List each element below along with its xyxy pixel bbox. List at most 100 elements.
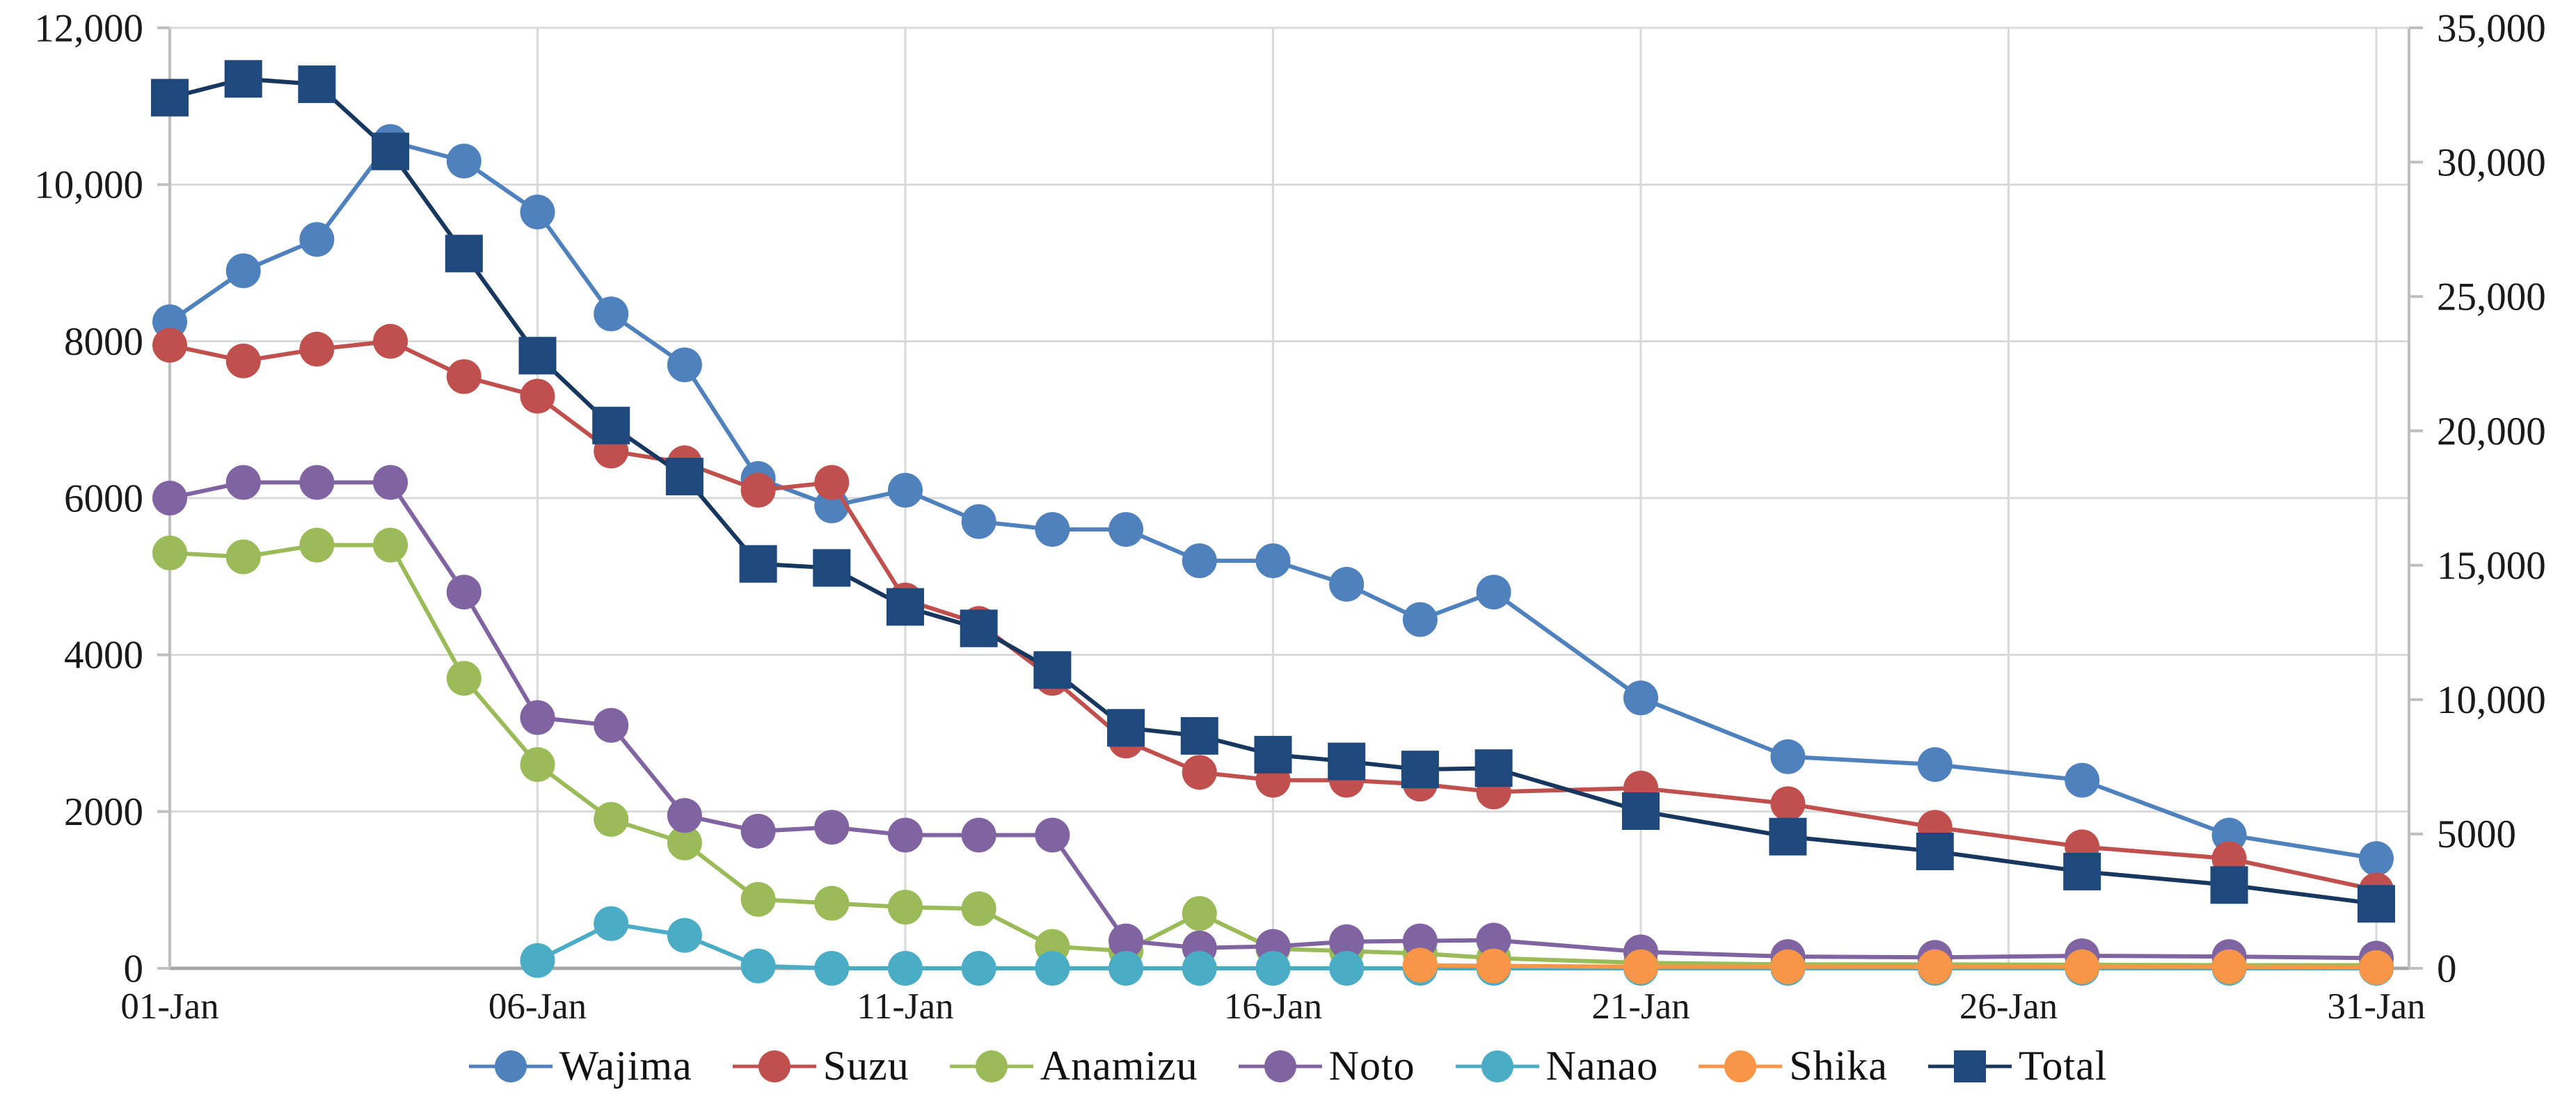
data-point-suzu [225, 343, 261, 378]
data-point-total [592, 406, 630, 445]
data-point-total [445, 234, 483, 273]
data-point-wajima [225, 253, 261, 289]
data-point-anamizu [814, 886, 850, 921]
y-axis-left-label: 0 [124, 947, 144, 991]
data-point-noto [1035, 817, 1070, 853]
data-point-wajima [446, 143, 482, 179]
data-point-noto [961, 817, 996, 853]
data-point-total [1622, 792, 1660, 831]
data-point-total [518, 337, 557, 375]
data-point-anamizu [740, 881, 776, 917]
legend-label: Anamizu [1040, 1043, 1198, 1089]
x-axis-label: 01-Jan [120, 986, 218, 1027]
data-point-total [298, 65, 336, 104]
data-point-nanao [740, 948, 776, 984]
legend-item-nanao: Nanao [1455, 1042, 1659, 1090]
data-point-noto [299, 465, 335, 500]
data-point-noto [446, 575, 482, 610]
legend-circle-marker-icon [1699, 1050, 1783, 1082]
y-axis-right-label: 5000 [2437, 812, 2516, 856]
x-axis-label: 16-Jan [1224, 986, 1322, 1027]
data-point-shika [1623, 949, 1658, 984]
data-point-suzu [373, 323, 408, 359]
y-axis-right-label: 20,000 [2437, 410, 2546, 454]
y-axis-left-label: 4000 [64, 634, 143, 678]
data-point-nanao [1108, 951, 1144, 986]
data-point-total [1180, 716, 1218, 755]
data-point-wajima [888, 472, 923, 508]
data-point-noto [1476, 922, 1511, 958]
y-axis-left-label: 10,000 [34, 163, 143, 207]
data-point-total [2210, 866, 2248, 904]
data-point-suzu [152, 328, 187, 363]
x-axis-label: 21-Jan [1591, 986, 1689, 1027]
data-point-suzu [520, 378, 555, 414]
data-point-wajima [1476, 575, 1511, 610]
data-point-shika [1402, 947, 1438, 983]
data-point-nanao [1329, 951, 1365, 986]
data-point-anamizu [888, 890, 923, 925]
legend-item-wajima: Wajima [468, 1042, 692, 1090]
y-axis-right-label: 10,000 [2437, 678, 2546, 722]
data-point-anamizu [1182, 896, 1217, 931]
data-point-shika [2065, 949, 2100, 984]
data-point-nanao [814, 951, 850, 986]
data-point-suzu [1770, 786, 1806, 822]
data-point-total [1916, 832, 1954, 870]
x-axis-label: 11-Jan [857, 986, 953, 1027]
data-point-noto [667, 798, 702, 833]
y-axis-left-label: 2000 [64, 790, 143, 834]
data-point-anamizu [667, 825, 702, 860]
data-point-anamizu [225, 539, 261, 575]
data-point-wajima [1402, 602, 1438, 637]
legend-label: Suzu [822, 1043, 909, 1089]
x-axis-label: 26-Jan [1959, 986, 2058, 1027]
data-point-suzu [299, 331, 335, 367]
legend-label: Total [2018, 1043, 2108, 1089]
data-point-wajima [1329, 566, 1365, 602]
y-axis-right-label: 35,000 [2437, 6, 2546, 50]
legend-item-anamizu: Anamizu [949, 1042, 1198, 1090]
data-point-wajima [1623, 680, 1658, 716]
data-point-noto [1329, 924, 1365, 959]
data-point-shika [2211, 949, 2247, 984]
data-point-total [372, 132, 410, 170]
data-point-nanao [1182, 951, 1217, 986]
data-point-anamizu [152, 535, 187, 570]
data-point-shika [1476, 948, 1511, 984]
data-point-anamizu [594, 801, 629, 837]
data-point-nanao [667, 918, 702, 953]
data-point-total [2358, 885, 2395, 923]
legend-item-total: Total [1927, 1042, 2108, 1090]
data-point-nanao [1255, 951, 1291, 986]
data-point-suzu [446, 359, 482, 394]
data-point-total [1401, 751, 1439, 789]
data-point-suzu [740, 472, 776, 508]
data-point-wajima [1182, 543, 1217, 579]
legend-item-shika: Shika [1699, 1042, 1888, 1090]
legend-circle-marker-icon [949, 1050, 1033, 1082]
data-point-wajima [594, 296, 629, 332]
data-point-anamizu [299, 527, 335, 563]
series-line-nanao [536, 921, 2376, 970]
legend-label: Noto [1328, 1043, 1415, 1089]
data-point-wajima [1255, 543, 1291, 579]
data-point-wajima [961, 504, 996, 539]
data-point-shika [2359, 950, 2394, 985]
data-point-nanao [520, 943, 555, 978]
legend-label: Wajima [559, 1043, 692, 1089]
data-point-total [960, 609, 998, 648]
data-point-noto [520, 700, 555, 735]
legend-circle-marker-icon [1455, 1050, 1539, 1082]
data-point-nanao [961, 951, 996, 986]
data-point-wajima [1035, 512, 1070, 547]
data-point-total [665, 458, 703, 496]
data-point-noto [740, 813, 776, 849]
data-point-total [1328, 742, 1366, 780]
data-point-total [813, 549, 851, 587]
legend-circle-marker-icon [1238, 1050, 1322, 1082]
data-point-nanao [1035, 951, 1070, 986]
data-point-wajima [2359, 841, 2394, 876]
y-axis-left-label: 12,000 [34, 6, 143, 50]
